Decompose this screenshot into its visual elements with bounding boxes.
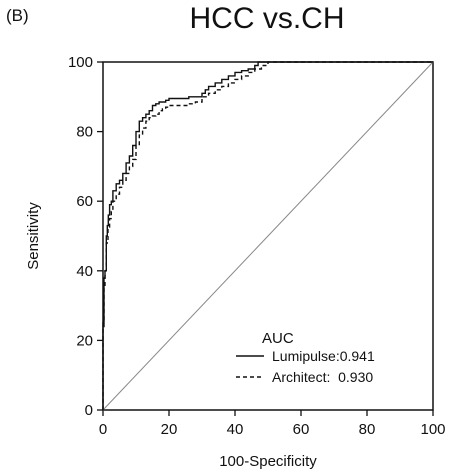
y-tick-label: 40 xyxy=(76,263,93,280)
legend: AUC Lumipulse:0.941 Architect: 0.930 xyxy=(236,330,375,385)
x-axis-label: 100-Specificity xyxy=(219,453,317,470)
roc-series-group xyxy=(102,61,433,410)
y-tick-label: 60 xyxy=(76,193,93,210)
panel-label: (B) xyxy=(6,6,29,25)
x-tick-label: 20 xyxy=(161,421,178,438)
legend-title: AUC xyxy=(262,330,294,347)
axis-ticks: 0 20 40 60 80 100 0 20 40 60 80 100 xyxy=(68,54,446,438)
y-axis-label: Sensitivity xyxy=(25,202,42,270)
legend-label-architect: Architect: 0.930 xyxy=(272,369,373,385)
chart-title: HCC vs.CH xyxy=(189,2,345,35)
x-tick-label: 0 xyxy=(99,421,107,438)
x-tick-label: 100 xyxy=(420,421,445,438)
x-tick-label: 40 xyxy=(227,421,244,438)
x-tick-label: 60 xyxy=(293,421,310,438)
roc-line-series-1 xyxy=(102,61,433,410)
y-tick-label: 80 xyxy=(76,124,93,141)
legend-label-lumipulse: Lumipulse:0.941 xyxy=(272,348,375,364)
x-tick-label: 80 xyxy=(359,421,376,438)
y-tick-label: 20 xyxy=(76,332,93,349)
roc-line-series-0 xyxy=(102,61,433,410)
y-tick-label: 0 xyxy=(85,402,93,419)
y-tick-label: 100 xyxy=(68,54,93,71)
reference-diagonal-line xyxy=(102,61,434,411)
